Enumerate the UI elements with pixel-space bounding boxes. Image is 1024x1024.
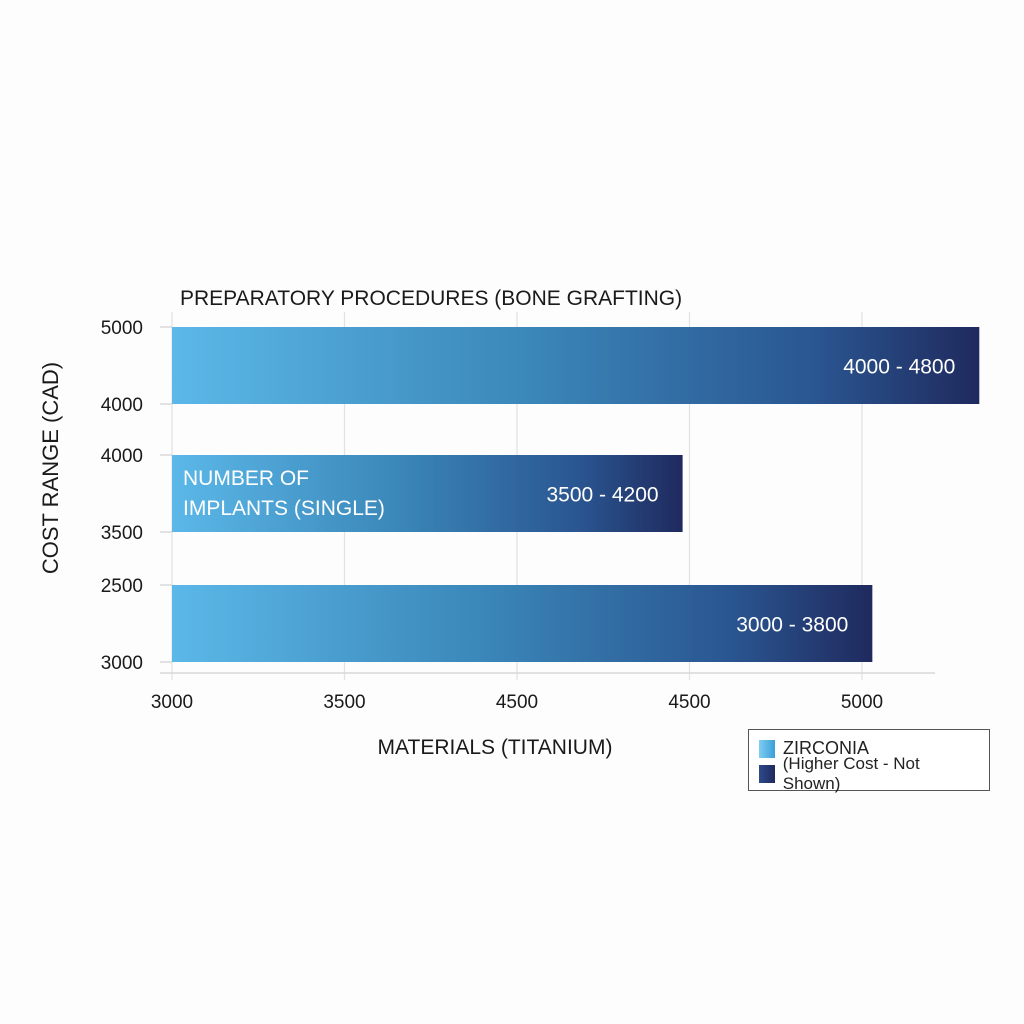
legend-label: (Higher Cost - Not Shown) [782,753,920,793]
bar-value-label: 4000 - 4800 [843,356,955,379]
y-tick-label: 4000 [101,395,143,416]
x-tick-label: 4500 [496,692,538,713]
y-axis-label: COST RANGE (CAD) [38,362,63,574]
chart-title: PREPARATORY PROCEDURES (BONE GRAFTING) [180,287,682,310]
legend: ZIRCONIA (Higher Cost - Not Shown) [748,729,990,793]
legend-item-higher-cost: (Higher Cost - Not Shown) [759,754,979,793]
y-tick-label: 3500 [101,523,143,544]
y-tick-label: 4000 [101,446,143,467]
bar-inner-label: NUMBER OF [183,467,309,490]
legend-item-zirconia: ZIRCONIA [759,736,979,761]
y-tick-label: 5000 [101,318,143,339]
bar-value-label: 3000 - 3800 [736,614,848,637]
bar [172,327,980,404]
legend-swatch [759,739,775,758]
x-tick-label: 4500 [668,692,710,713]
legend-swatch [759,764,775,783]
legend-label: ZIRCONIA [783,738,870,758]
x-tick-label: 3000 [151,692,193,713]
x-tick-label: 3500 [323,692,365,713]
x-tick-label: 5000 [841,692,883,713]
bar [172,455,683,532]
y-tick-label: 2500 [101,576,143,597]
y-ticks: 5000 4000 4000 3500 2500 3000 [101,318,172,674]
bar-value-label: 3500 - 4200 [546,484,658,507]
bar-inner-label: IMPLANTS (SINGLE) [183,497,385,520]
x-ticks: 3000 3500 4500 4500 5000 [151,692,883,713]
bar [172,585,873,662]
y-tick-label: 3000 [101,653,143,674]
x-axis-label: MATERIALS (TITANIUM) [378,736,613,759]
bars: 4000 - 4800 3500 - 4200 NUMBER OF IMPLANTS … [172,327,980,662]
